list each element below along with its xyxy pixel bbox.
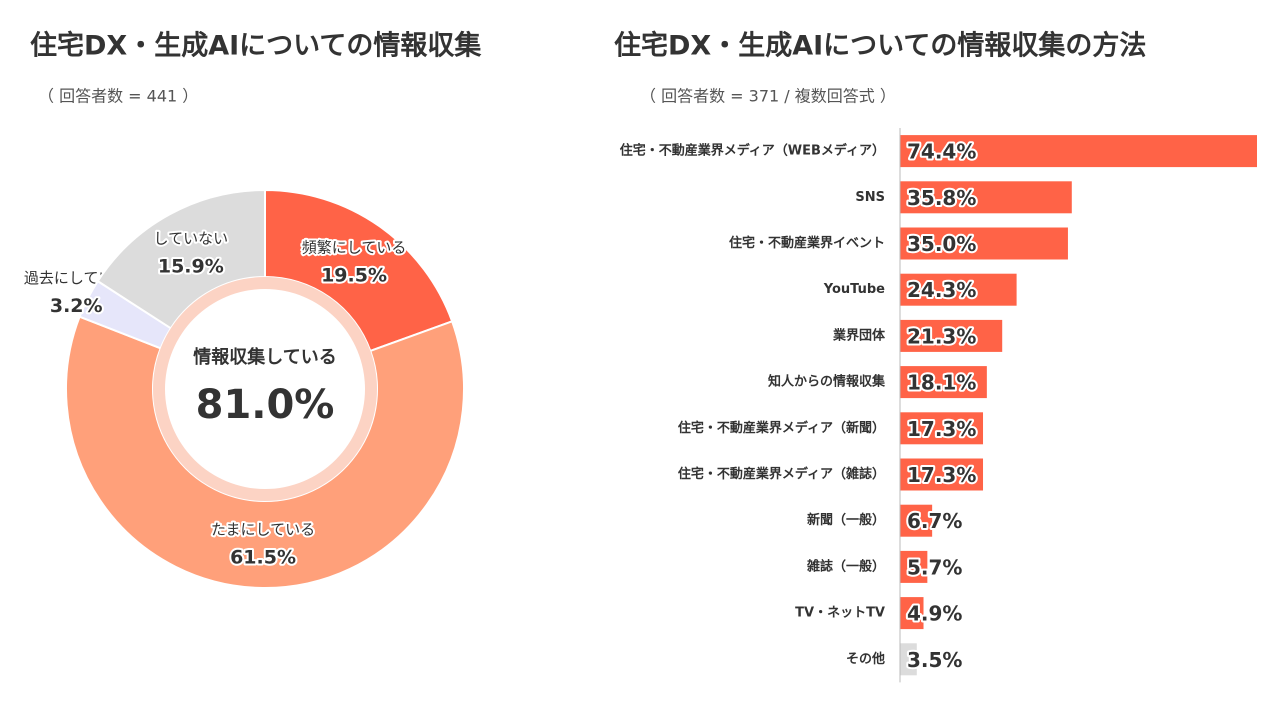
bar [900, 597, 924, 630]
bar [900, 412, 984, 445]
category-label: TV・ネットTV [795, 606, 885, 621]
chart-subtitle: （ 回答者数 = 441 ） [38, 87, 198, 106]
bar [900, 227, 1068, 260]
bar [900, 181, 1072, 214]
category-label: 住宅・不動産業界メディア（WEBメディア） [620, 143, 885, 159]
segment-value: 3.2% [50, 295, 103, 317]
value-label: 3.5% [907, 648, 962, 672]
value-label: 74.4% [907, 140, 976, 164]
category-label: その他 [846, 651, 885, 667]
chart-title: 住宅DX・生成AIについての情報収集の方法 [614, 30, 1146, 62]
value-label: 35.8% [907, 186, 976, 210]
category-label: 知人からの情報収集 [768, 374, 886, 390]
bar [900, 643, 917, 676]
bar [900, 550, 928, 583]
segment-label: 頻繁にしている [302, 239, 407, 257]
center-text: 情報収集している [193, 346, 336, 368]
bar [900, 273, 1017, 306]
value-label: 5.7% [907, 555, 962, 579]
value-label: 35.0% [907, 232, 976, 256]
segment-value: 19.5% [321, 265, 387, 287]
center-hole [165, 289, 365, 489]
bar [900, 504, 933, 537]
chart-title: 住宅DX・生成AIについての情報収集 [30, 30, 482, 62]
value-label: 17.3% [907, 463, 976, 487]
value-label: 17.3% [907, 417, 976, 441]
value-label: 21.3% [907, 324, 976, 348]
value-label: 24.3% [907, 278, 976, 302]
category-label: 雑誌（一般） [806, 558, 885, 574]
category-label: 住宅・不動産業界メディア（雑誌） [678, 466, 885, 482]
value-label: 6.7% [907, 509, 962, 533]
chart-subtitle: （ 回答者数 = 371 / 複数回答式 ） [640, 87, 896, 106]
bar [900, 319, 1003, 352]
donut-segment [96, 188, 266, 330]
segment-value: 15.9% [158, 255, 224, 277]
center-value: 81.0% [196, 382, 335, 428]
category-label: 住宅・不動産業界メディア（新聞） [678, 420, 885, 436]
segment-label: していない [154, 229, 229, 247]
bar [900, 135, 1257, 168]
category-label: SNS [855, 190, 885, 205]
value-label: 18.1% [907, 371, 976, 395]
category-label: 新聞（一般） [807, 512, 885, 528]
segment-value: 61.5% [230, 546, 296, 568]
category-label: 住宅・不動産業界イベント [729, 235, 885, 251]
category-label: 業界団体 [832, 327, 886, 343]
segment-label: たまにしている [211, 520, 315, 538]
category-label: YouTube [823, 282, 885, 297]
value-label: 4.9% [907, 602, 962, 626]
bar [900, 458, 984, 491]
bar [900, 366, 987, 399]
